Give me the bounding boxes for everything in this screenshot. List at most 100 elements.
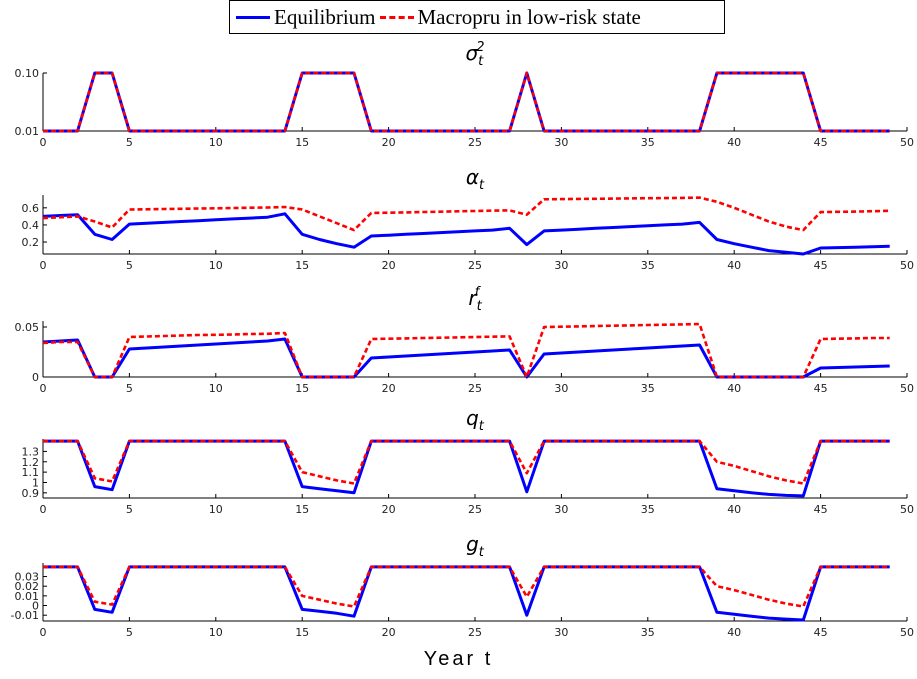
x-tick-label: 30 [554, 382, 568, 395]
legend-swatch-macropru [379, 15, 414, 19]
x-tick-label: 25 [468, 136, 482, 149]
y-tick-label: 0.02 [15, 580, 40, 593]
x-tick-label: 30 [554, 136, 568, 149]
x-axis-label: Year t [423, 648, 494, 670]
y-tick-label: 0.6 [22, 202, 40, 215]
panel-4: qt 0 5 10 15 20 25 30 35 40 45 50 0.911.11.21.3 [22, 406, 915, 516]
y-tick-label: 0.10 [15, 67, 40, 80]
x-tick-label: 5 [126, 503, 133, 516]
x-tick-label: 40 [727, 626, 741, 639]
panel-title: gt [466, 532, 485, 560]
x-tick-label: 20 [382, 503, 396, 516]
x-tick-label: 50 [900, 382, 914, 395]
x-tick-label: 45 [814, 503, 828, 516]
series-line-macropru [43, 439, 890, 485]
x-tick-label: 35 [641, 626, 655, 639]
legend-label-macropru: Macropru in low-risk state [417, 4, 641, 29]
x-tick-label: 35 [641, 382, 655, 395]
y-tick-label: 0.01 [15, 590, 40, 603]
legend-item-macropru: Macropru in low-risk state [379, 4, 641, 30]
x-tick-label: 45 [814, 259, 828, 272]
x-tick-label: 50 [900, 503, 914, 516]
series-line-equilibrium [43, 439, 890, 498]
x-tick-label: 15 [295, 503, 309, 516]
series-line-macropru [43, 71, 890, 133]
x-tick-label: 20 [382, 382, 396, 395]
x-tick-label: 30 [554, 626, 568, 639]
y-tick-label: 0.01 [15, 125, 40, 138]
x-tick-label: 40 [727, 136, 741, 149]
y-tick-label: 0.4 [22, 219, 40, 232]
x-tick-label: 35 [641, 259, 655, 272]
x-tick-label: 40 [727, 382, 741, 395]
x-tick-label: 25 [468, 382, 482, 395]
x-tick-label: 45 [814, 382, 828, 395]
series-line-equilibrium [43, 71, 890, 133]
legend: Equilibrium Macropru in low-risk state [229, 0, 725, 34]
x-tick-label: 0 [40, 503, 47, 516]
legend-item-equilibrium: Equilibrium [236, 5, 376, 30]
y-tick-label: 0.9 [22, 487, 40, 500]
y-tick-label: 0.03 [15, 571, 40, 584]
x-tick-label: 20 [382, 136, 396, 149]
x-tick-label: 50 [900, 136, 914, 149]
x-tick-label: 15 [295, 259, 309, 272]
x-tick-label: 30 [554, 259, 568, 272]
x-tick-label: 5 [126, 626, 133, 639]
panel-title: qt [466, 406, 485, 434]
legend-label-equilibrium: Equilibrium [274, 4, 376, 29]
x-tick-label: 15 [295, 382, 309, 395]
x-tick-label: 25 [468, 259, 482, 272]
y-tick-label: 0 [32, 371, 39, 384]
y-tick-label: 0 [32, 600, 39, 613]
panel-title: rtf [468, 285, 482, 314]
x-tick-label: 10 [209, 382, 223, 395]
panel-1: σt2 0 5 10 15 20 25 30 35 40 45 50 0.01 0.10 [15, 40, 915, 149]
series-line-macropru [43, 565, 890, 608]
series-line-equilibrium [43, 565, 890, 622]
x-tick-label: 20 [382, 259, 396, 272]
x-tick-label: 0 [40, 259, 47, 272]
series-line-macropru [42, 196, 890, 232]
x-tick-label: 0 [40, 136, 47, 149]
x-tick-label: 10 [209, 503, 223, 516]
x-tick-label: 5 [126, 259, 133, 272]
series-line-equilibrium [42, 337, 890, 379]
x-tick-label: 20 [382, 626, 396, 639]
x-tick-label: 35 [641, 136, 655, 149]
x-tick-label: 10 [209, 259, 223, 272]
y-tick-label: 0.2 [22, 236, 40, 249]
x-tick-label: 40 [727, 259, 741, 272]
panel-2: αt 0 5 10 15 20 25 30 35 40 45 50 0.2 0.4 0.6 [22, 165, 915, 272]
y-tick-label: 1.2 [22, 456, 40, 469]
x-tick-label: 45 [814, 136, 828, 149]
x-tick-label: 15 [295, 136, 309, 149]
x-tick-label: 50 [900, 259, 914, 272]
x-tick-label: 30 [554, 503, 568, 516]
y-tick-label: -0.01 [11, 609, 39, 622]
x-tick-label: 5 [126, 136, 133, 149]
x-tick-label: 10 [209, 136, 223, 149]
x-tick-label: 0 [40, 626, 47, 639]
x-tick-label: 0 [40, 382, 47, 395]
legend-swatch-equilibrium [236, 15, 270, 19]
x-tick-label: 25 [468, 626, 482, 639]
x-tick-label: 5 [126, 382, 133, 395]
y-tick-label: 1.1 [22, 466, 40, 479]
x-tick-label: 45 [814, 626, 828, 639]
panel-title: σt2 [465, 40, 484, 69]
x-tick-label: 40 [727, 503, 741, 516]
x-tick-label: 15 [295, 626, 309, 639]
x-tick-label: 35 [641, 503, 655, 516]
x-tick-label: 25 [468, 503, 482, 516]
panel-title: αt [466, 165, 485, 193]
x-tick-label: 50 [900, 626, 914, 639]
series-line-macropru [42, 322, 890, 379]
y-tick-label: 1 [32, 476, 39, 489]
panel-3: rtf 0 5 10 15 20 25 30 35 40 45 50 0 0.05 [15, 285, 915, 395]
x-tick-label: 10 [209, 626, 223, 639]
series-line-equilibrium [42, 212, 890, 256]
y-tick-label: 0.05 [15, 321, 40, 334]
